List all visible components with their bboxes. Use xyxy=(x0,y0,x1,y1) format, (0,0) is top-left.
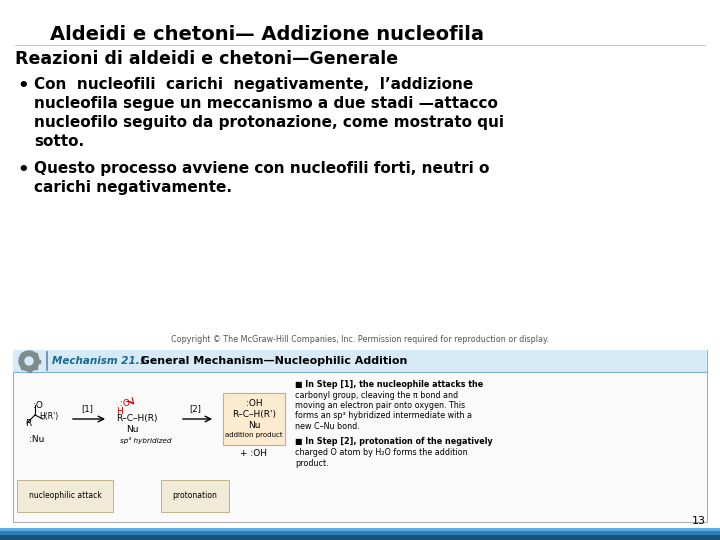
Text: new C–Nu bond.: new C–Nu bond. xyxy=(295,422,360,431)
Text: ■ In Step [1], the nucleophile attacks the: ■ In Step [1], the nucleophile attacks t… xyxy=(295,380,483,389)
Text: charged O atom by H₂O forms the addition: charged O atom by H₂O forms the addition xyxy=(295,448,467,457)
Text: product.: product. xyxy=(295,458,328,468)
Text: nucleofilo seguito da protonazione, come mostrato qui: nucleofilo seguito da protonazione, come… xyxy=(34,115,504,130)
Text: addition product: addition product xyxy=(225,432,283,438)
Bar xyxy=(0,528,720,531)
Text: ■ In Step [2], protonation of the negatively: ■ In Step [2], protonation of the negati… xyxy=(295,437,492,447)
Text: •: • xyxy=(17,77,29,95)
Bar xyxy=(0,531,720,535)
Bar xyxy=(27,350,30,354)
Text: sp³ hybridized: sp³ hybridized xyxy=(120,436,171,443)
Circle shape xyxy=(19,351,39,371)
Text: Reazioni di aldeidi e chetoni—Generale: Reazioni di aldeidi e chetoni—Generale xyxy=(15,50,398,68)
Bar xyxy=(19,360,22,362)
Bar xyxy=(223,393,285,445)
Bar xyxy=(34,366,37,369)
Text: moving an electron pair onto oxygen. This: moving an electron pair onto oxygen. Thi… xyxy=(295,401,465,410)
Text: General Mechanism—Nucleophilic Addition: General Mechanism—Nucleophilic Addition xyxy=(129,356,408,366)
Bar xyxy=(21,366,24,369)
Text: sotto.: sotto. xyxy=(34,134,84,149)
Text: Con  nucleofili  carichi  negativamente,  l’addizione: Con nucleofili carichi negativamente, l’… xyxy=(34,77,473,92)
Text: [2]: [2] xyxy=(189,404,201,413)
Text: nucleofila segue un meccanismo a due stadi —attacco: nucleofila segue un meccanismo a due sta… xyxy=(34,96,498,111)
Text: Aldeidi e chetoni— Addizione nucleofila: Aldeidi e chetoni— Addizione nucleofila xyxy=(50,25,484,44)
Text: carbonyl group, cleaving the π bond and: carbonyl group, cleaving the π bond and xyxy=(295,390,458,400)
Bar xyxy=(13,350,707,522)
Text: Nu: Nu xyxy=(248,421,260,429)
Text: forms an sp³ hybridized intermediate with a: forms an sp³ hybridized intermediate wit… xyxy=(295,411,472,421)
Text: :OH: :OH xyxy=(246,399,262,408)
Text: R–C–H(R): R–C–H(R) xyxy=(116,415,158,423)
Text: :Ȯ̇: :Ȯ̇ xyxy=(120,399,130,408)
Text: R: R xyxy=(25,418,31,428)
Bar xyxy=(34,353,37,356)
Text: protonation: protonation xyxy=(173,491,217,501)
Text: :Ȯ: :Ȯ xyxy=(33,401,43,409)
Text: Questo processo avviene con nucleofili forti, neutri o: Questo processo avviene con nucleofili f… xyxy=(34,161,490,176)
Bar xyxy=(13,350,707,372)
Circle shape xyxy=(25,357,33,365)
Text: Copyright © The McGraw-Hill Companies, Inc. Permission required for reproduction: Copyright © The McGraw-Hill Companies, I… xyxy=(171,335,549,344)
Bar xyxy=(27,368,30,372)
Text: :Nu: :Nu xyxy=(29,435,45,443)
Bar xyxy=(0,535,720,540)
Text: R–C–H(R'): R–C–H(R') xyxy=(232,410,276,420)
Text: + :ȮH: + :ȮH xyxy=(240,449,268,457)
Text: 13: 13 xyxy=(692,516,706,526)
Text: [1]: [1] xyxy=(81,404,93,413)
Text: H(R'): H(R') xyxy=(39,413,58,422)
Text: •: • xyxy=(17,161,29,179)
Bar xyxy=(21,353,24,356)
Text: carichi negativamente.: carichi negativamente. xyxy=(34,180,232,195)
Text: H: H xyxy=(116,408,122,416)
Text: Mechanism 21.1: Mechanism 21.1 xyxy=(52,356,147,366)
Text: nucleophilic attack: nucleophilic attack xyxy=(29,491,102,501)
Text: Nu: Nu xyxy=(126,424,138,434)
Bar xyxy=(37,360,40,362)
